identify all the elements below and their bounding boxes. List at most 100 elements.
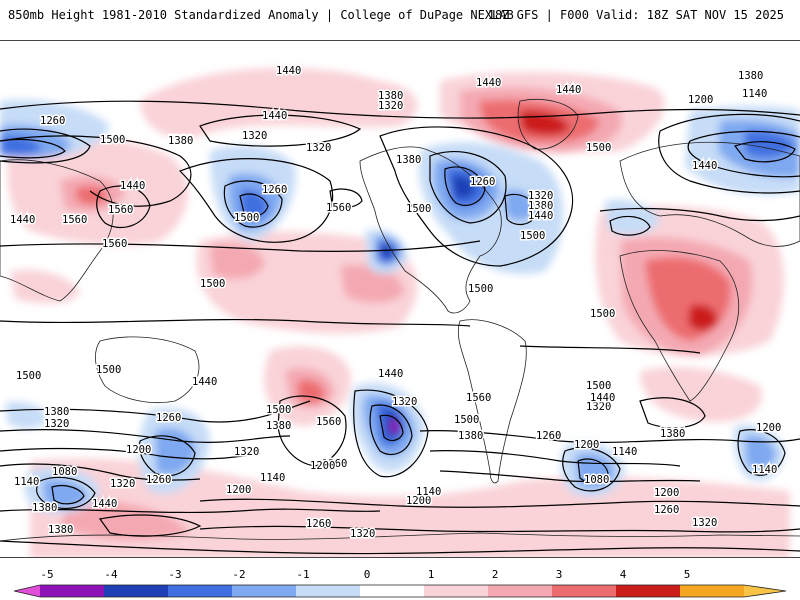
negative-anomaly-region [390, 418, 400, 434]
contour-label: 1260 [306, 518, 331, 530]
run-valid-time: 18Z GFS | F000 Valid: 18Z SAT NOV 15 202… [487, 8, 784, 22]
contour-label: 1200 [574, 439, 599, 451]
north-america-coast [359, 146, 502, 314]
contour-label: 1560 [102, 238, 127, 250]
contour-label: 1260 [470, 176, 495, 188]
positive-anomaly-region [298, 379, 325, 404]
contour-line [737, 429, 786, 476]
contour-label: 1500 [590, 308, 615, 320]
contour-line [0, 318, 471, 327]
colorbar-tick: 4 [619, 568, 627, 581]
height-contours [0, 100, 800, 555]
colorbar-segment [232, 585, 296, 597]
colorbar-tick: -2 [232, 568, 246, 581]
contour-line [369, 404, 413, 456]
contour-label: 1560 [466, 392, 491, 404]
colorbar-segment [168, 585, 232, 597]
contour-line [98, 514, 202, 537]
contour-label: 1380 [660, 428, 685, 440]
contour-label: 1140 [260, 472, 285, 484]
contour-line [562, 447, 621, 492]
contour-label: 1380 [396, 154, 421, 166]
positive-anomaly-region [140, 67, 418, 139]
colorbar-segment [616, 585, 680, 597]
positive-anomaly-region [10, 269, 80, 304]
contour-label: 1440 [528, 210, 553, 222]
contour-label: 1140 [752, 464, 777, 476]
contour-line [658, 113, 800, 194]
anomaly-shading [0, 67, 800, 557]
negative-anomaly-region [575, 453, 615, 489]
contour-label: 1260 [536, 430, 561, 442]
negative-anomaly-region [452, 175, 475, 199]
contour-label: 1260 [156, 412, 181, 424]
contour-labels: 1440 1380 1440 1440 1380 1320 1440 1380 … [9, 64, 783, 542]
contour-label: 1500 [100, 134, 125, 146]
contour-line [353, 389, 429, 478]
contour-line [379, 414, 404, 442]
contour-line [444, 166, 486, 206]
contour-label: 1140 [742, 88, 767, 100]
negative-anomaly-region [745, 130, 795, 158]
colorbar-outline [13, 584, 787, 598]
contour-label: 1320 [44, 418, 69, 430]
contour-label: 1200 [654, 487, 679, 499]
map-canvas: 1440 1380 1440 1440 1380 1320 1440 1380 … [0, 64, 800, 557]
contour-line [329, 188, 363, 208]
colorbar-tick: 3 [555, 568, 563, 581]
colorbar-tick: -4 [104, 568, 118, 581]
contour-line [199, 114, 362, 147]
contour-label: 1380 [48, 524, 73, 536]
contour-label: 1260 [654, 504, 679, 516]
contour-line [35, 476, 96, 510]
contour-label: 1320 [306, 142, 331, 154]
negative-anomaly-region [745, 435, 776, 470]
contour-label: 1560 [316, 416, 341, 428]
contour-line [277, 395, 347, 467]
contour-line [0, 463, 201, 481]
colorbar [13, 584, 787, 598]
contour-label: 1440 [276, 65, 301, 77]
contour-line [178, 158, 334, 243]
contour-line [519, 345, 701, 354]
contour-label: 1140 [416, 486, 441, 498]
contour-label: 1380 [528, 200, 553, 212]
contour-label: 1200 [126, 444, 151, 456]
contour-label: 1380 [458, 430, 483, 442]
contour-label: 1380 [32, 502, 57, 514]
negative-anomaly-region [505, 189, 535, 221]
contour-line [0, 135, 192, 207]
contour-label: 1260 [146, 474, 171, 486]
positive-anomaly-region [340, 264, 405, 303]
contour-line [199, 525, 800, 533]
contour-label: 1560 [326, 202, 351, 214]
contour-label: 1440 [192, 376, 217, 388]
contour-label: 1320 [528, 190, 553, 202]
contour-label: 1380 [168, 134, 193, 146]
contour-line [0, 128, 91, 164]
header-bar: 850mb Height 1981-2010 Standardized Anom… [0, 0, 800, 30]
colorbar-segment [40, 585, 104, 597]
colorbar-segment [552, 585, 616, 597]
positive-anomaly-region [640, 366, 762, 422]
contour-line [138, 435, 196, 477]
contour-label: 1500 [234, 212, 259, 224]
contour-line [609, 215, 651, 236]
contour-label: 1500 [454, 414, 479, 426]
contour-line [96, 185, 151, 229]
contour-label: 1380 [266, 420, 291, 432]
contour-line [599, 207, 800, 222]
colorbar-end-high [744, 585, 786, 597]
colorbar-segment [104, 585, 168, 597]
colorbar-segment [488, 585, 552, 597]
south-america-coast [457, 319, 527, 484]
asia-west-coast [0, 159, 114, 302]
contour-label: 1500 [16, 370, 41, 382]
contour-line [0, 540, 800, 555]
negative-anomaly-region [5, 401, 48, 429]
contour-label: 1560 [108, 204, 133, 216]
colorbar-tick: 5 [683, 568, 691, 581]
contour-label: 1320 [692, 517, 717, 529]
colorbar-legend: -5 -4 -3 -2 -1 0 1 2 3 4 5 [0, 560, 800, 600]
contour-line [687, 130, 800, 178]
